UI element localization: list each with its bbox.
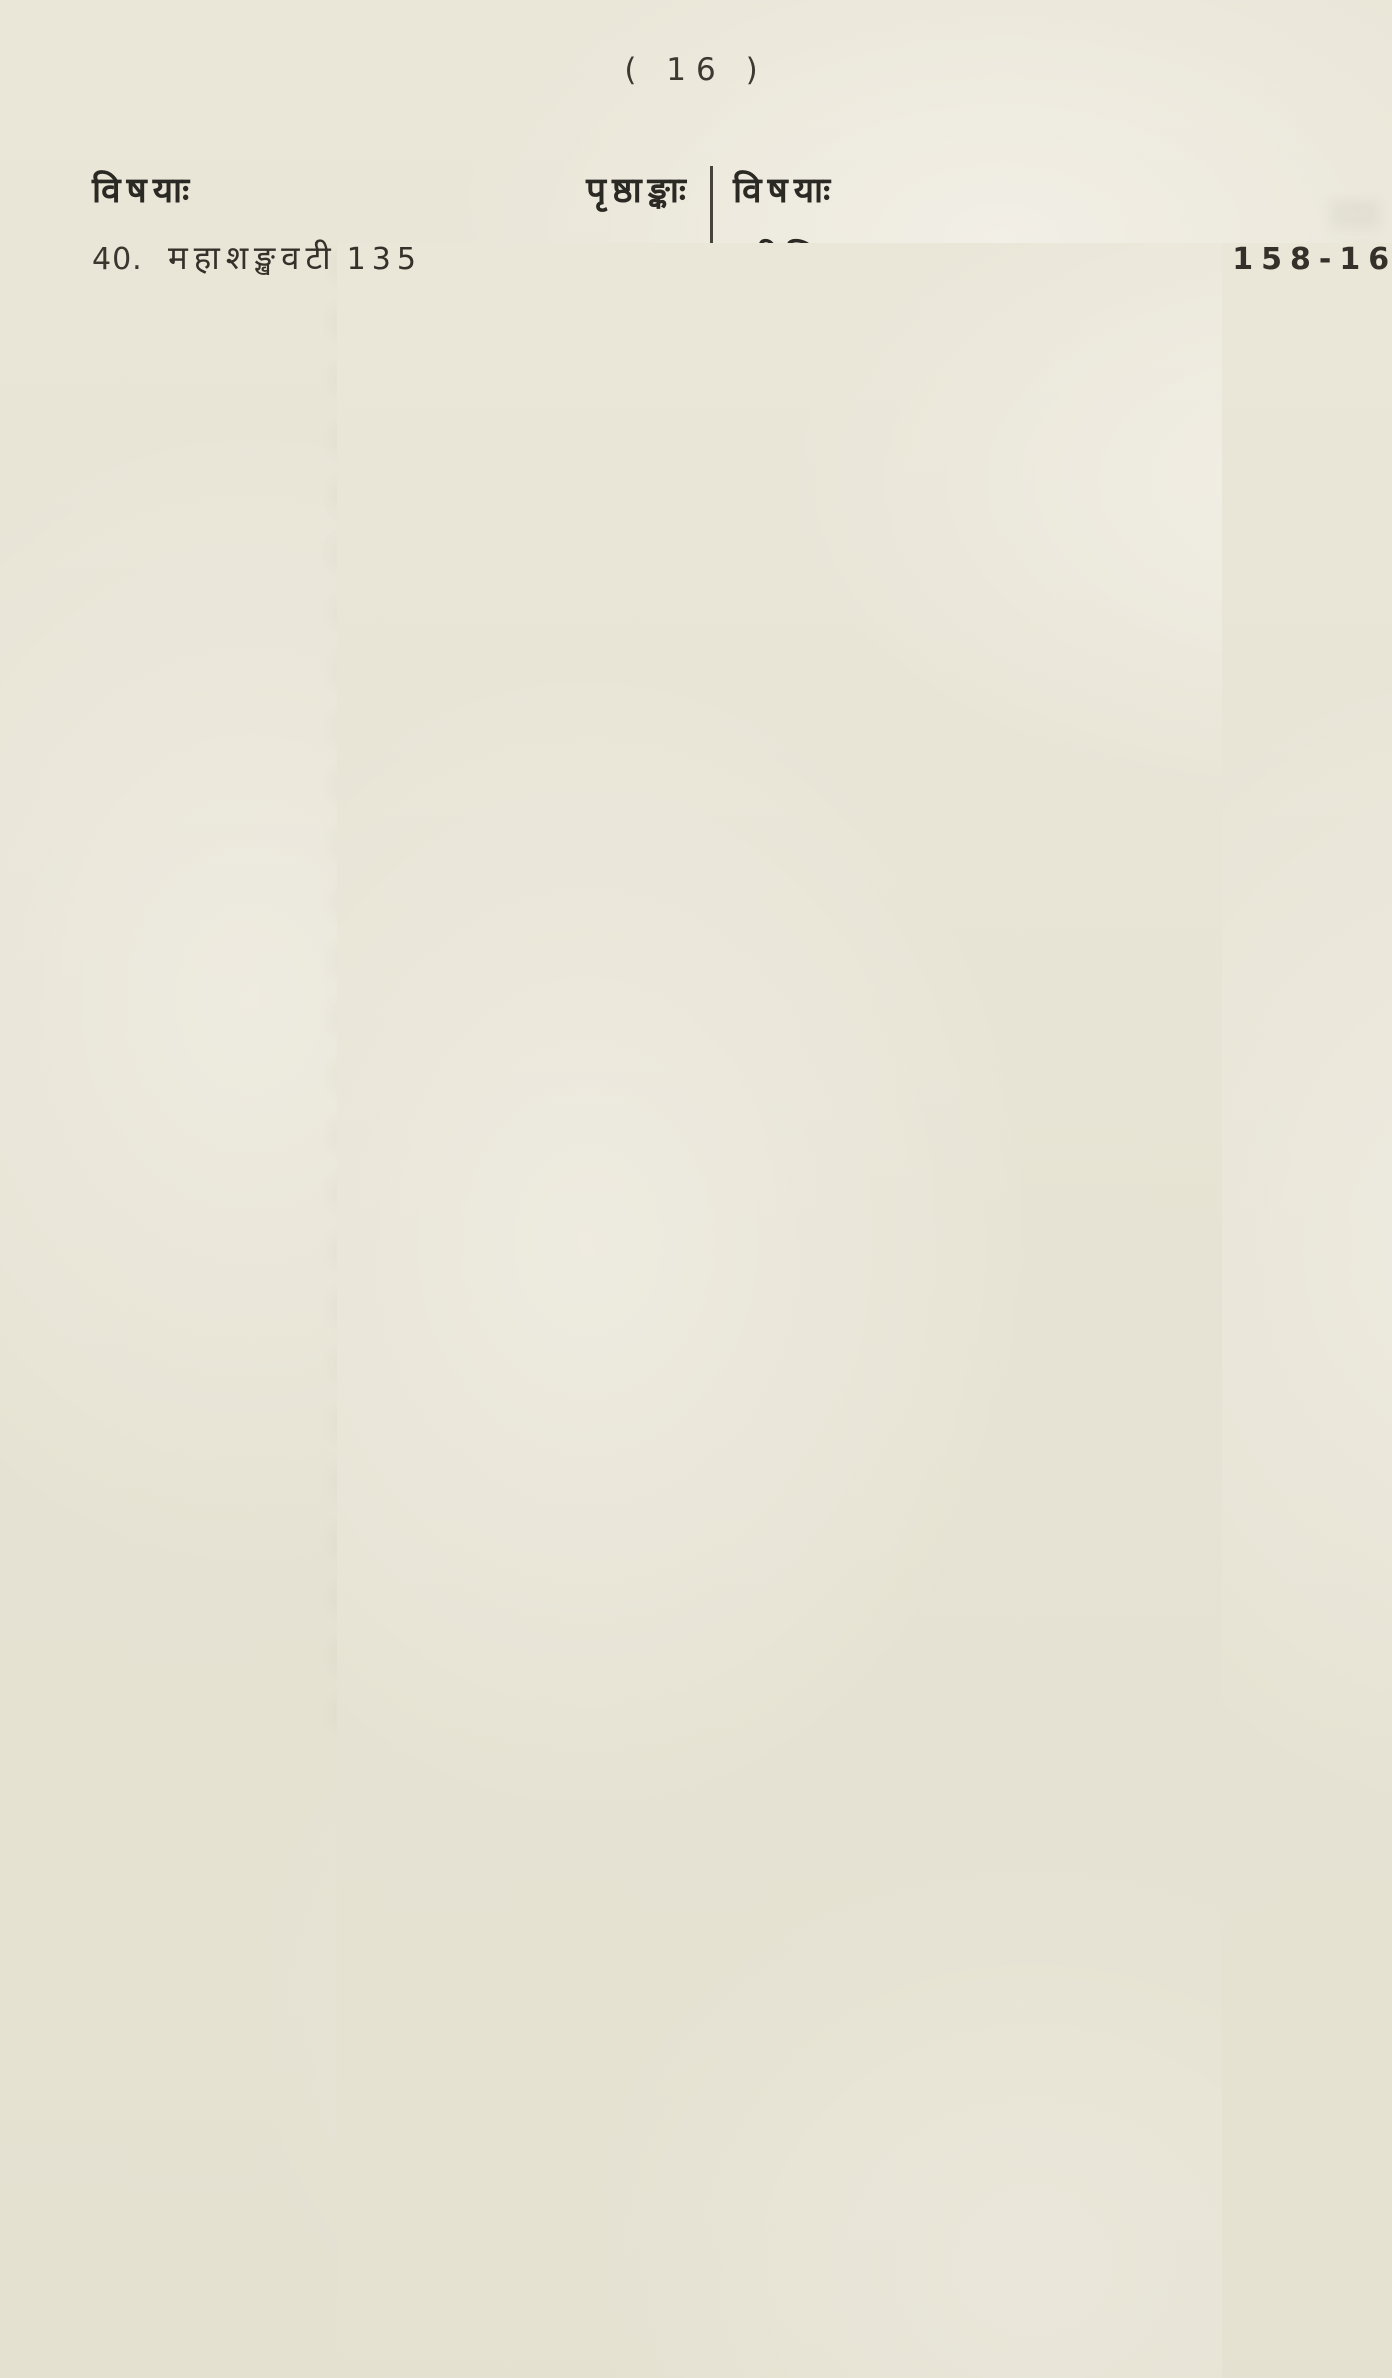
entry-page-number: 158-161 xyxy=(1222,243,1392,2378)
subjects-heading: विषयाः xyxy=(733,171,837,211)
entry-number: 40. xyxy=(92,242,143,277)
page-numbers-heading: पृष्ठाङ्काः xyxy=(586,171,692,211)
entry-page-number: 135 xyxy=(337,243,1392,2378)
column-header: विषयाः पृष्ठाङ्काः xyxy=(92,166,692,224)
toc-section-row: परिशिष्टम्-3158-161 xyxy=(733,239,1392,2378)
toc-entry-list: 40.महाशङ्खवटी13541.मुक्तापञ्चामृतरसः1364… xyxy=(92,238,1392,2378)
column-header: विषयाः पृष्ठाङ्काः xyxy=(733,166,1392,224)
toc-entry-list: परिशिष्टम्-3158-161शिलाजतु158शिलाजतुनामा… xyxy=(733,239,1392,2378)
entry-title: महाशङ्खवटी xyxy=(168,238,337,277)
toc-column-left: विषयाः पृष्ठाङ्काः 40.महाशङ्खवटी13541.मु… xyxy=(62,166,1392,2378)
toc-column-right: विषयाः पृष्ठाङ्काः परिशिष्टम्-3158-161शि… xyxy=(713,166,1392,2378)
toc-columns: विषयाः पृष्ठाङ्काः 40.महाशङ्खवटी13541.मु… xyxy=(62,166,1392,2378)
folio-page-number: ( 16 ) xyxy=(624,52,768,88)
toc-entry-row: 40. महाशङ्खवटी 135 xyxy=(92,238,1392,2378)
subjects-heading: विषयाः xyxy=(92,171,196,211)
